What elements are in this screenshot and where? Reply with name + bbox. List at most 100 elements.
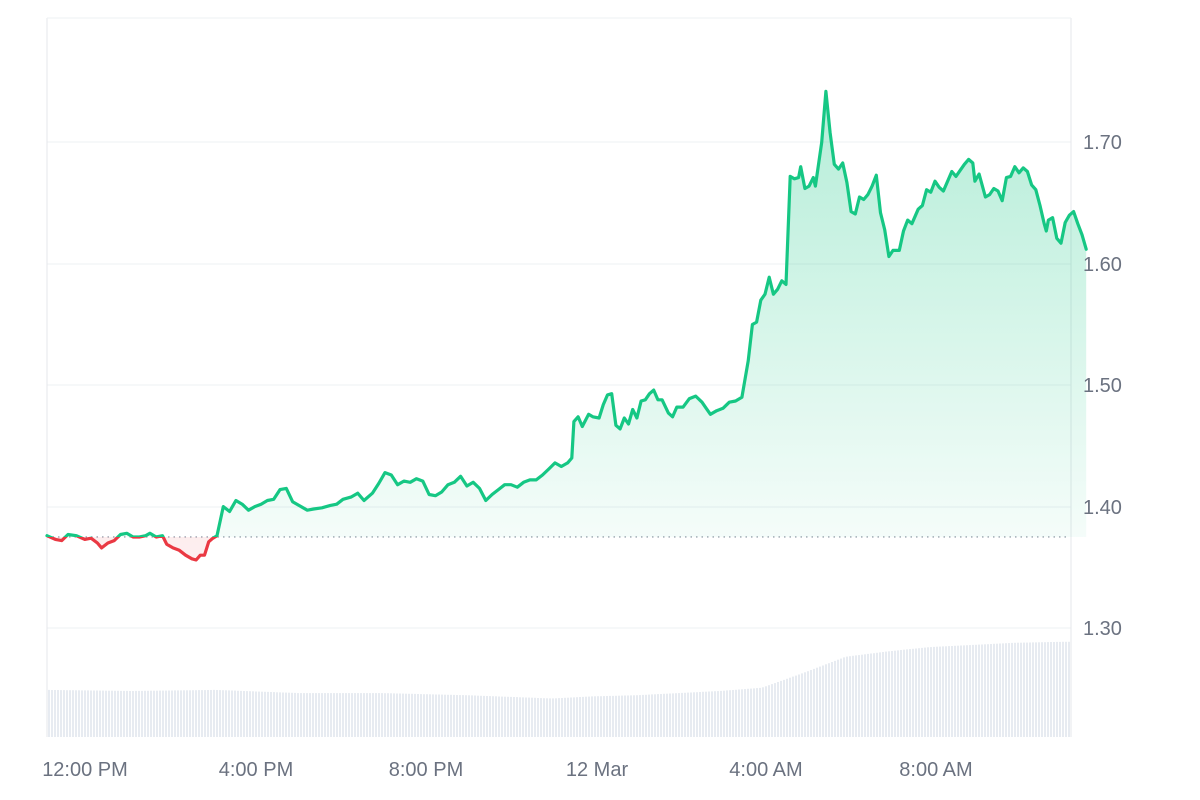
price-area xyxy=(47,91,1087,560)
volume-bar xyxy=(543,698,545,737)
volume-bar xyxy=(654,694,656,737)
volume-bar xyxy=(540,698,542,737)
volume-bar xyxy=(297,693,299,737)
volume-bar xyxy=(345,693,347,737)
volume-bar xyxy=(402,693,404,737)
volume-bar xyxy=(981,644,983,737)
volume-bar xyxy=(144,690,146,737)
volume-bar xyxy=(51,690,53,737)
volume-bar xyxy=(1017,642,1019,737)
y-tick-label: 1.70 xyxy=(1083,132,1122,154)
volume-bar xyxy=(663,693,665,737)
volume-bar xyxy=(474,695,476,737)
volume-bar xyxy=(129,691,131,737)
volume-bar xyxy=(471,695,473,737)
volume-bar xyxy=(387,693,389,737)
volume-bar xyxy=(717,691,719,737)
volume-bar xyxy=(234,690,236,737)
volume-bar xyxy=(645,694,647,737)
volume-bar xyxy=(93,690,95,737)
volume-bar xyxy=(522,697,524,737)
volume-bar xyxy=(807,671,809,737)
volume-bar xyxy=(117,690,119,737)
volume-bar xyxy=(762,687,764,737)
volume-bar xyxy=(246,691,248,737)
volume-bar xyxy=(726,690,728,737)
volume-bar xyxy=(780,680,782,737)
volume-bar xyxy=(54,690,56,737)
volume-bar xyxy=(669,693,671,737)
volume-bar xyxy=(270,692,272,737)
volume-bar xyxy=(954,645,956,737)
volume-bar xyxy=(288,692,290,737)
volume-bar xyxy=(714,691,716,737)
volume-bar xyxy=(189,690,191,737)
volume-bar xyxy=(618,695,620,737)
volume-bar xyxy=(336,693,338,737)
volume-bar xyxy=(135,690,137,737)
volume-bar xyxy=(756,688,758,737)
volume-bar xyxy=(936,646,938,737)
volume-bar xyxy=(810,670,812,737)
volume-bar xyxy=(1014,642,1016,737)
volume-bar xyxy=(498,696,500,737)
x-axis: 12:00 PM 4:00 PM 8:00 PM 12 Mar 4:00 AM 8:00 … xyxy=(42,759,973,781)
volume-bar xyxy=(81,690,83,737)
volume-bar xyxy=(468,695,470,737)
volume-bar xyxy=(126,690,128,737)
volume-bar xyxy=(291,692,293,737)
volume-bar xyxy=(537,698,539,737)
volume-bar xyxy=(108,690,110,737)
volume-bar xyxy=(1050,642,1052,737)
volume-bar xyxy=(228,690,230,737)
volume-bar xyxy=(48,689,50,737)
volume-bar xyxy=(198,690,200,737)
volume-bar xyxy=(261,691,263,737)
volume-bar xyxy=(405,693,407,737)
volume-bar xyxy=(177,690,179,737)
volume-bar xyxy=(96,690,98,737)
volume-bar xyxy=(423,694,425,737)
volume-bar xyxy=(831,662,833,737)
volume-bar xyxy=(603,696,605,737)
volume-bar xyxy=(441,694,443,737)
volume-bar xyxy=(702,691,704,737)
volume-bar xyxy=(882,652,884,737)
volume-bar xyxy=(312,693,314,737)
volume-bar xyxy=(213,689,215,737)
volume-bar xyxy=(72,690,74,737)
volume-bar xyxy=(921,647,923,737)
volume-bar xyxy=(687,692,689,737)
volume-bar xyxy=(84,690,86,737)
volume-bar xyxy=(888,651,890,737)
volume-bar xyxy=(609,695,611,737)
volume-bar xyxy=(354,693,356,737)
volume-bar xyxy=(393,693,395,737)
volume-bar xyxy=(819,666,821,737)
volume-bar xyxy=(324,693,326,737)
volume-bar xyxy=(801,673,803,737)
volume-bar xyxy=(399,693,401,737)
volume-bar xyxy=(456,695,458,737)
volume-bar xyxy=(552,698,554,737)
volume-bar xyxy=(1047,642,1049,737)
volume-bar xyxy=(648,694,650,737)
volume-bar xyxy=(723,690,725,737)
volume-bar xyxy=(984,644,986,737)
volume-bar xyxy=(372,693,374,737)
volume-bar xyxy=(855,655,857,737)
volume-bar xyxy=(120,690,122,737)
volume-bar xyxy=(414,693,416,737)
volume-bar xyxy=(582,696,584,737)
volume-bar xyxy=(990,644,992,737)
volume-bar xyxy=(465,695,467,737)
volume-bar xyxy=(87,690,89,737)
volume-bar xyxy=(804,672,806,737)
volume-bar xyxy=(258,691,260,737)
volume-bar xyxy=(351,693,353,737)
volume-bar xyxy=(900,650,902,737)
volume-bar xyxy=(225,690,227,737)
volume-bar xyxy=(342,693,344,737)
volume-bar xyxy=(777,682,779,737)
up-line xyxy=(45,89,1088,537)
